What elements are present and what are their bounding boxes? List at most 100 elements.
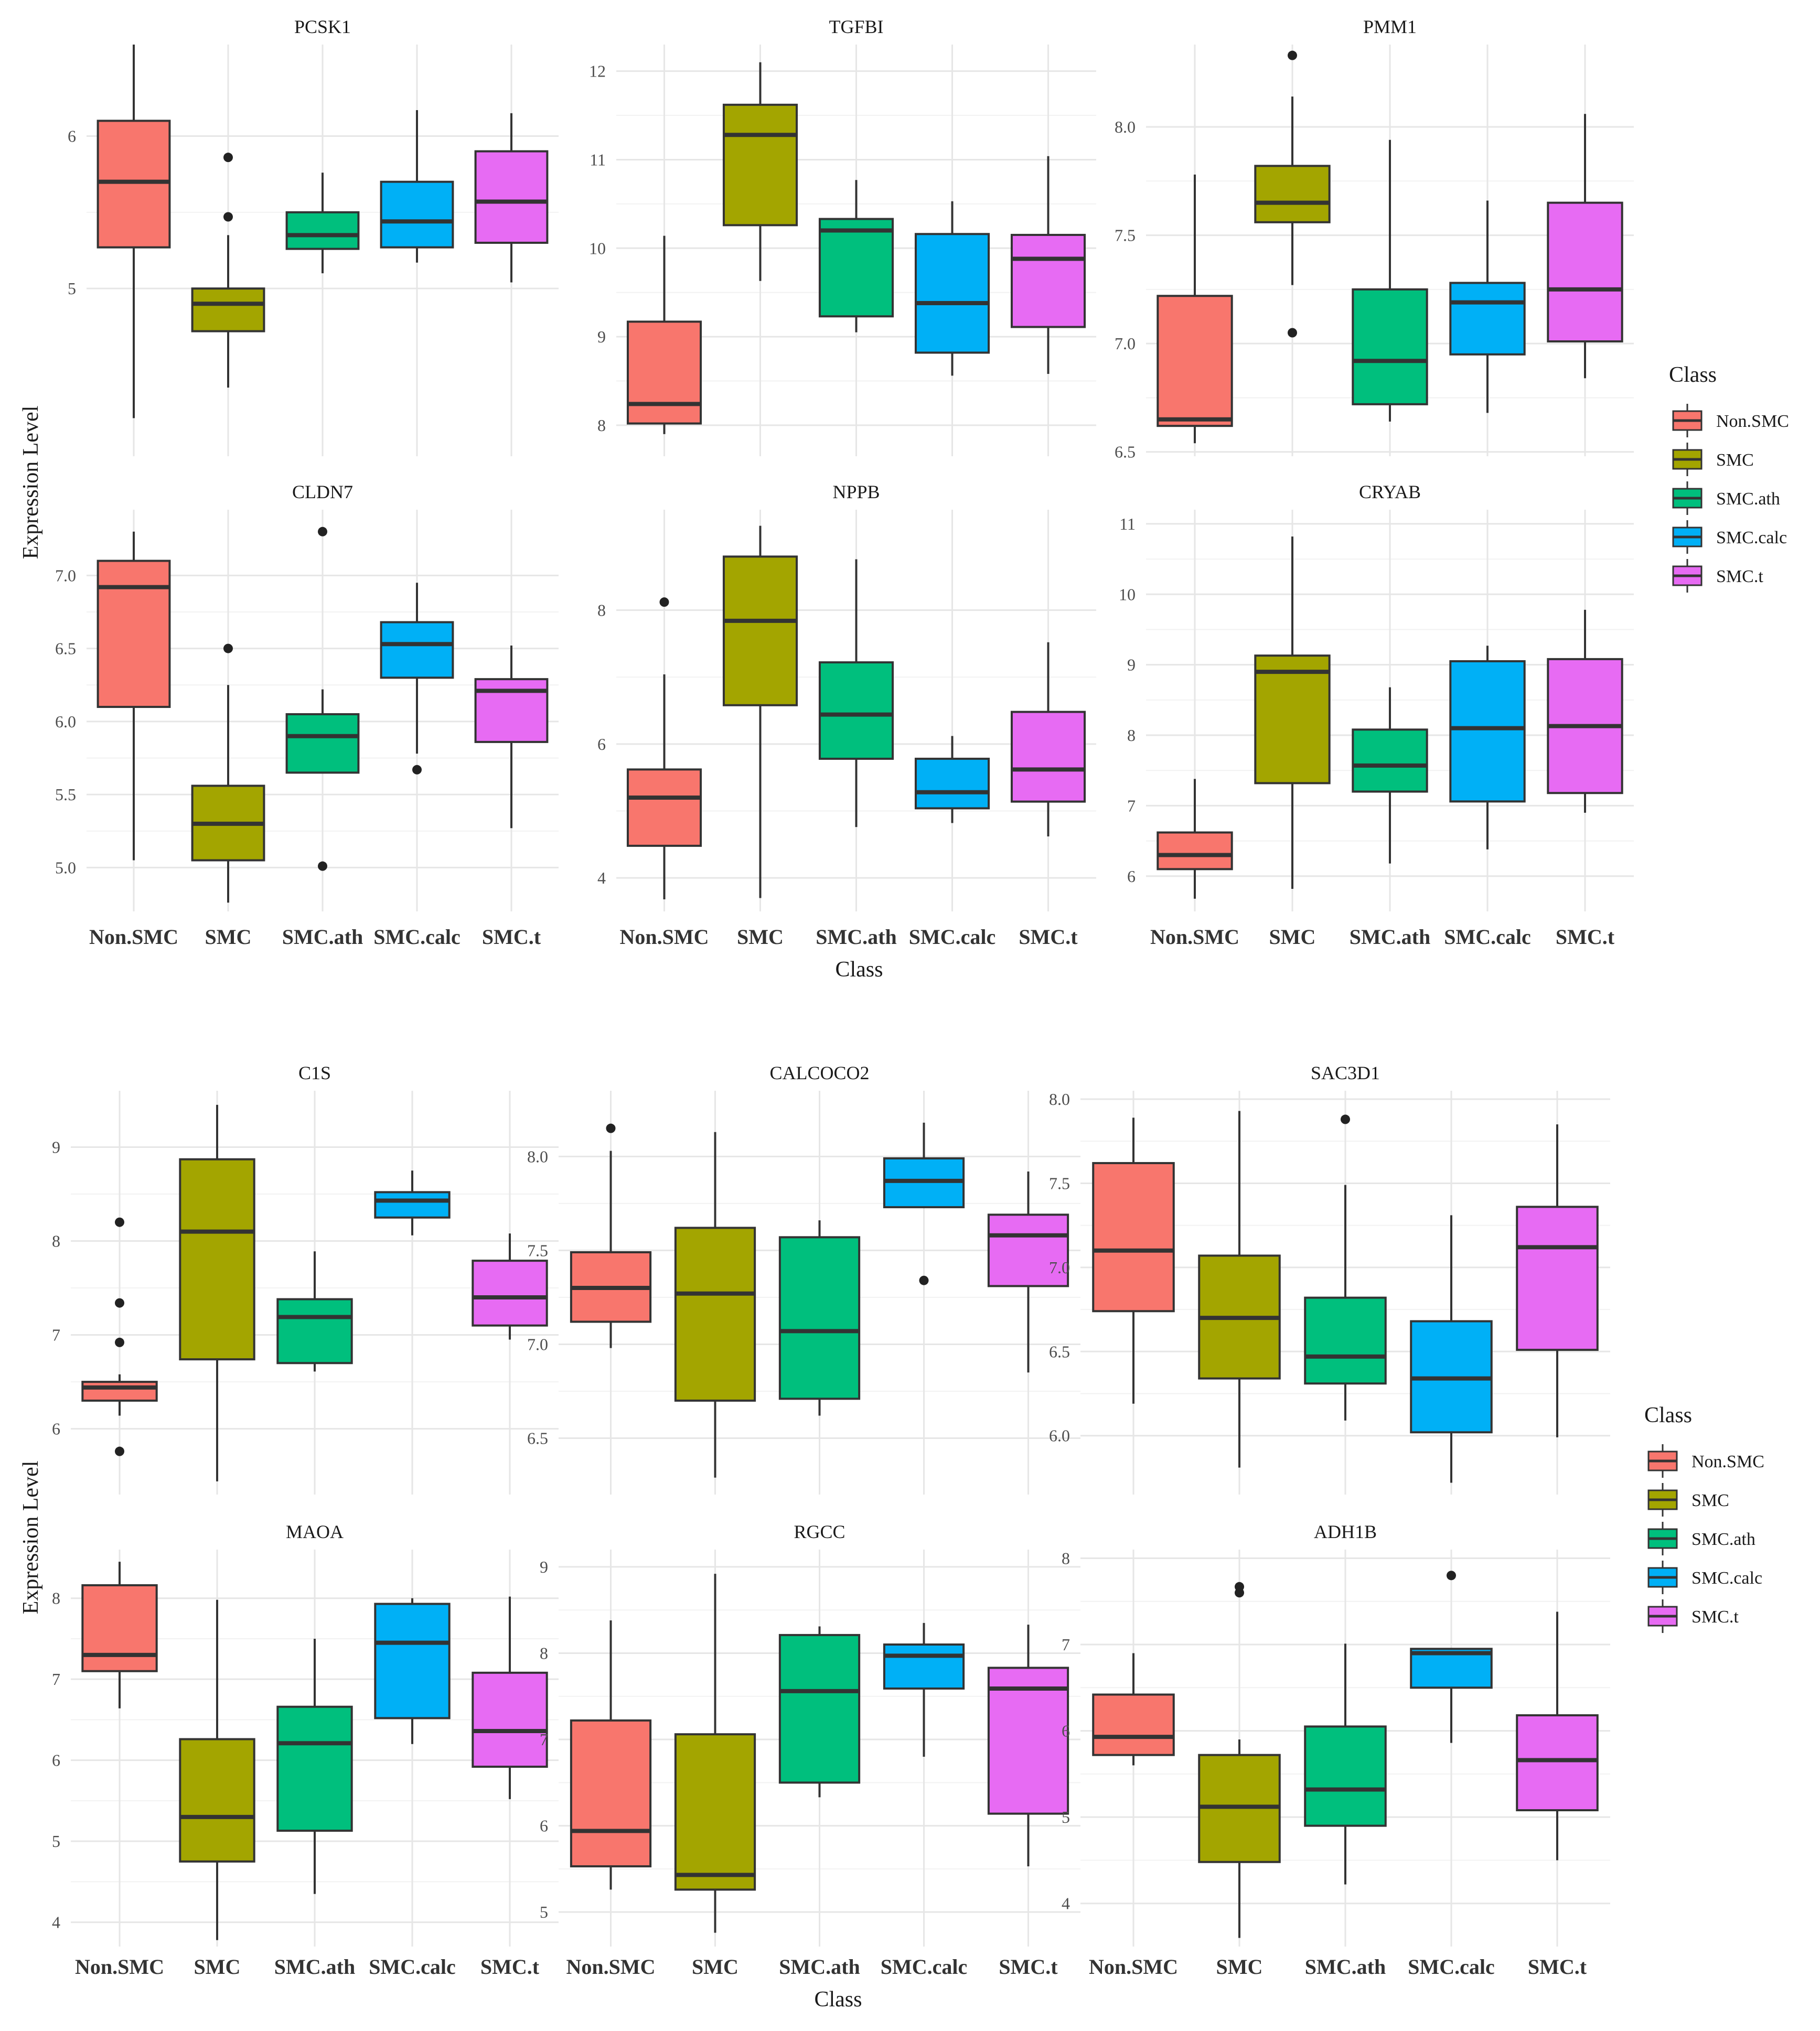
y-tick-label: 8.0: [1049, 1090, 1070, 1109]
boxplot-non-smc: [97, 531, 171, 861]
box-iqr: [1449, 660, 1526, 803]
y-tick-label: 8: [52, 1589, 60, 1608]
y-tick-label: 11: [590, 150, 606, 169]
box-iqr: [472, 1671, 548, 1768]
boxplot-smc: [179, 1599, 255, 1940]
box-iqr: [474, 678, 549, 743]
outlier-point: [223, 643, 233, 653]
y-tick-label: 6: [1062, 1722, 1070, 1740]
outlier-point: [115, 1217, 124, 1227]
y-tick-label: 6: [52, 1420, 60, 1438]
panel-title: CALCOCO2: [769, 1062, 869, 1083]
x-tick-label: SMC.ath: [274, 1955, 355, 1979]
x-tick-label: SMC.ath: [1305, 1955, 1386, 1979]
legend-label: SMC: [1716, 450, 1754, 470]
boxplot-non-smc: [81, 1217, 158, 1456]
y-tick-label: 5: [1062, 1808, 1070, 1826]
x-tick-label: SMC.calc: [881, 1955, 968, 1979]
outlier-point: [318, 861, 327, 871]
boxplot-non-smc: [1157, 779, 1233, 899]
y-tick-label: 6.5: [527, 1429, 548, 1448]
y-tick-label: 6: [1127, 867, 1136, 886]
box-iqr: [1010, 233, 1086, 328]
x-tick-label: SMC.t: [480, 1955, 540, 1979]
x-tick-label: Non.SMC: [566, 1955, 655, 1979]
box-iqr: [1547, 201, 1623, 343]
outlier-point: [1288, 50, 1297, 60]
legend-title: Class: [1644, 1403, 1692, 1427]
y-tick-label: 7.5: [527, 1241, 548, 1260]
panel-rgcc: 5 6 7 8 9 RGCC Non.SMC SMC SMC.ath SMC.calc SMC.t: [540, 1521, 1080, 1979]
boxplot-non-smc: [626, 597, 702, 900]
outlier-point: [223, 153, 233, 163]
box-iqr: [179, 1158, 255, 1361]
y-tick-label: 7: [540, 1730, 548, 1749]
x-tick-label: Non.SMC: [619, 925, 709, 949]
boxplot-smc-ath: [1352, 687, 1428, 864]
panel-title: TGFBI: [829, 16, 883, 37]
y-tick-label: 11: [1119, 514, 1136, 533]
boxplot-smc: [674, 1132, 756, 1478]
panel-tgfbi: 8 9 10 11 12 TGFBI: [589, 16, 1096, 456]
panel-title: PMM1: [1363, 16, 1417, 37]
legend-top: Class Non.SMC SMC SMC.ath SMC.calc SMC.t: [1669, 363, 1789, 593]
outlier-point: [318, 526, 327, 536]
y-tick-label: 6: [540, 1817, 548, 1835]
y-tick-label: 7.0: [55, 566, 76, 585]
x-tick-label: SMC: [194, 1955, 241, 1979]
legend-item-smc-t: SMC.t: [1672, 559, 1763, 593]
boxplot-smc-ath: [276, 1251, 353, 1372]
y-tick-label: 7.5: [1115, 226, 1136, 245]
outlier-point: [659, 597, 669, 607]
x-tick-label: SMC.calc: [909, 925, 996, 949]
box-iqr: [1010, 711, 1086, 803]
x-tick-label: SMC.ath: [1350, 925, 1430, 949]
box-iqr: [97, 560, 171, 708]
panel-title: CLDN7: [292, 481, 353, 502]
box-iqr: [1516, 1206, 1599, 1351]
boxplot-non-smc: [1157, 174, 1233, 444]
box-iqr: [1157, 831, 1233, 871]
panel-pcsk1: 5 6 PCSK1: [68, 16, 559, 456]
boxplot-smc-ath: [1352, 139, 1428, 422]
box-iqr: [883, 1643, 965, 1690]
y-tick-label: 4: [1062, 1894, 1070, 1913]
box-iqr: [818, 661, 894, 760]
x-tick-label: SMC.t: [482, 925, 541, 949]
y-tick-label: 9: [597, 327, 606, 346]
box-iqr: [276, 1705, 353, 1832]
panel-nppb: 4 6 8 NPPB Non.SMC SMC SMC.ath SMC.calc SMC.t: [597, 481, 1096, 949]
y-tick-label: 9: [1127, 655, 1136, 674]
panel-c1s: 6 7 8 9 C1S: [52, 1062, 559, 1495]
box-iqr: [914, 757, 990, 810]
boxplot-smc-t: [1547, 114, 1623, 379]
legend-item-non-smc: Non.SMC: [1647, 1444, 1764, 1478]
boxplot-smc-calc: [914, 201, 990, 376]
y-tick-label: 8: [1062, 1549, 1070, 1567]
box-iqr: [914, 233, 990, 354]
legend-label: SMC.t: [1716, 567, 1763, 586]
box-iqr: [987, 1213, 1069, 1287]
boxplot-smc-ath: [778, 1220, 861, 1416]
box-iqr: [987, 1667, 1069, 1815]
outlier-point: [115, 1298, 124, 1308]
boxplot-smc-calc: [883, 1122, 965, 1285]
box-iqr: [674, 1227, 756, 1402]
outlier-point: [1288, 328, 1297, 338]
legend-item-smc: SMC: [1647, 1483, 1729, 1517]
legend-item-smc-calc: SMC.calc: [1672, 520, 1787, 554]
boxplot-non-smc: [97, 45, 171, 418]
outlier-point: [606, 1123, 616, 1133]
panel-pmm1: 6.5 7.0 7.5 8.0 PMM1: [1115, 16, 1634, 461]
panel-title: NPPB: [832, 481, 880, 502]
legend-label: Non.SMC: [1691, 1452, 1764, 1471]
y-tick-label: 5: [540, 1903, 548, 1921]
y-tick-label: 7.5: [1049, 1174, 1070, 1192]
boxplot-smc: [1198, 1582, 1281, 1938]
y-tick-label: 6.0: [1049, 1426, 1070, 1445]
boxplot-smc: [722, 62, 798, 281]
top-x-axis-title: Class: [835, 958, 883, 982]
legend-item-non-smc: Non.SMC: [1672, 404, 1789, 437]
x-tick-label: SMC.ath: [779, 1955, 860, 1979]
y-tick-label: 9: [52, 1137, 60, 1156]
